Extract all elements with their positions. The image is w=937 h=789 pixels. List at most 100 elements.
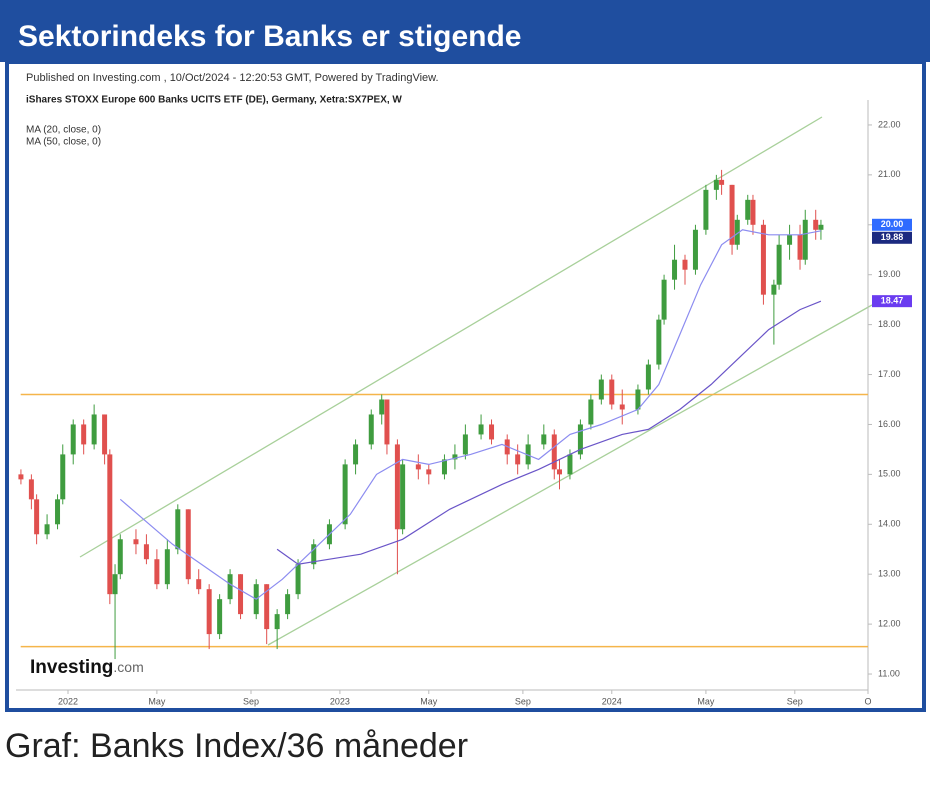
candle-body [551,434,557,470]
candle-body [164,549,170,585]
candle-body [713,179,719,190]
x-tick-label: O [864,696,871,706]
x-tick-label: Sep [243,696,259,706]
y-tick-label: 19.00 [878,269,901,279]
y-tick-label: 15.00 [878,469,901,479]
price-label: 19.88 [881,232,904,242]
candle-body [295,564,301,595]
candle-body [185,509,191,580]
candle-body [342,464,348,525]
candle-body [802,219,808,260]
x-tick-label: May [420,696,438,706]
candle-body [462,434,468,455]
candle-body [143,544,149,560]
candle-body [776,244,782,285]
candle-body [206,589,212,635]
symbol: iShares STOXX Europe 600 Banks UCITS ETF… [26,95,402,106]
candle-body [415,464,421,470]
x-tick-label: May [148,696,166,706]
candle-body [107,454,113,595]
price-label-box [872,231,912,244]
y-tick-label: 22.00 [878,119,901,129]
candle-body [274,614,280,630]
y-tick-label: 11.00 [878,668,900,678]
y-tick-label: 12.00 [878,618,901,628]
candle-body [154,559,160,585]
candle-body [70,424,76,455]
price-label: 18.47 [881,296,904,306]
x-tick-label: 2022 [58,696,78,706]
caption: Graf: Banks Index/36 måneder [5,727,468,765]
candle-body [264,584,270,630]
candle-body [384,399,390,445]
candle-body [379,399,385,415]
candle-body [238,574,244,615]
trend-line [79,116,823,558]
candle-body [28,479,34,500]
candle-body [541,434,547,445]
candle-body [577,424,583,455]
candle-body [682,259,688,270]
candle-body [609,379,615,405]
candle-body [91,414,97,445]
legend-entry: MA (20, close, 0) [26,125,101,136]
candle-body [813,219,819,230]
y-tick-label: 18.00 [878,319,901,329]
candle-body [102,414,108,455]
candle-body [703,189,709,230]
candle-body [734,219,740,245]
logo: Investing.com [30,657,144,678]
candle-body [353,444,359,465]
candle-body [368,414,374,445]
candle-body [619,404,625,410]
candle-body [645,364,651,390]
candle-body [771,284,777,295]
candle-body [719,179,725,185]
price-label-box [872,295,912,308]
x-tick-label: 2024 [602,696,622,706]
candle-body [285,594,291,615]
x-tick-label: Sep [787,696,803,706]
candle-body [44,524,50,535]
candle-body [34,499,40,535]
y-tick-label: 21.00 [878,169,901,179]
candle-body [452,454,458,460]
header-title: Sektorindeks for Banks er stigende [18,20,522,53]
y-tick-label: 17.00 [878,369,901,379]
candle-body [787,234,793,245]
candle-body [661,279,667,320]
y-tick-label: 16.00 [878,419,901,429]
candle-body [489,424,495,440]
y-tick-label: 13.00 [878,569,901,579]
candle-body [797,234,803,260]
candle-body [175,509,181,550]
candle-body [525,444,531,465]
x-tick-label: Sep [515,696,531,706]
x-tick-label: May [697,696,715,706]
candle-body [227,574,233,600]
candle-body [112,574,118,595]
ma-line [119,229,822,600]
candle-body [311,544,317,565]
logo-suffix: .com [113,659,143,675]
logo-text: Investing [30,657,113,678]
candle-body [426,469,432,475]
candle-body [55,499,61,525]
x-tick-label: 2023 [330,696,350,706]
source-note: Published on Investing.com , 10/Oct/2024… [26,72,439,84]
candle-body [400,464,406,530]
price-label: 20.00 [881,219,904,229]
candle-body [556,469,562,475]
price-label-box [872,218,912,231]
candle-body [760,224,766,295]
candle-body [515,454,521,465]
candle-body [588,399,594,425]
candle-body [81,424,87,445]
candle-body [656,319,662,365]
candle-body [818,224,824,230]
candle-body [441,459,447,475]
candle-body [133,539,139,545]
candle-body [196,579,202,590]
candle-body [394,444,400,530]
